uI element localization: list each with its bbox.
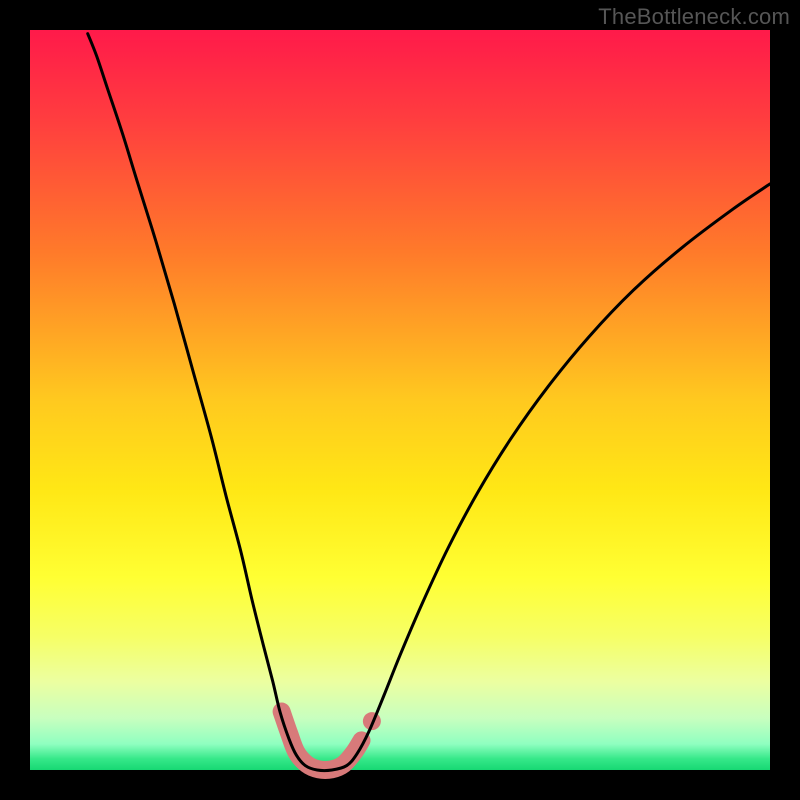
chart-stage: TheBottleneck.com (0, 0, 800, 800)
watermark-text: TheBottleneck.com (598, 4, 790, 30)
bottleneck-curve-chart (0, 0, 800, 800)
